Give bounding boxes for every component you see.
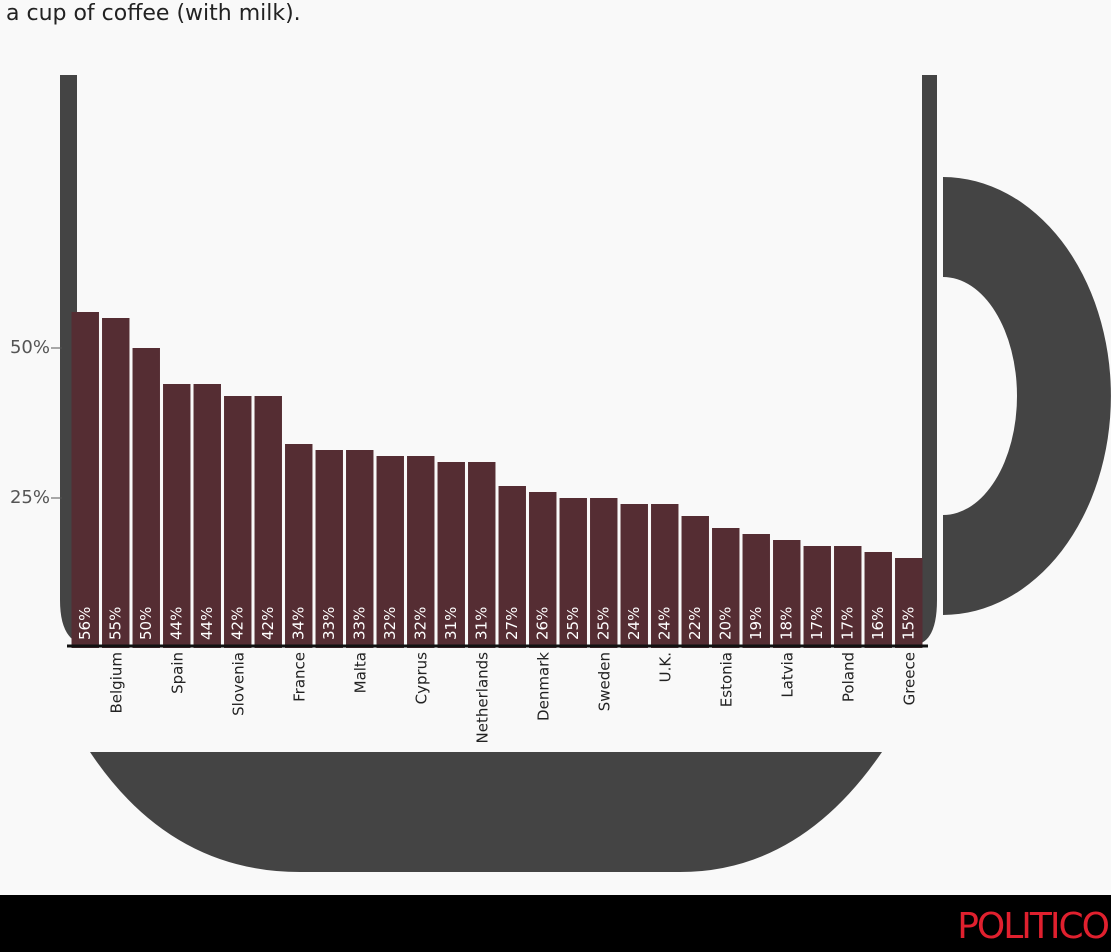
x-tick-label: Cyprus	[412, 652, 430, 705]
value-label: 16%	[869, 607, 887, 640]
value-label: 22%	[686, 607, 704, 640]
value-label: 33%	[350, 607, 368, 640]
bar	[407, 456, 435, 648]
x-tick-label: Sweden	[595, 652, 613, 711]
bar	[864, 552, 892, 648]
value-label: 50%	[137, 607, 155, 640]
cup-handle	[943, 177, 1111, 615]
bar	[346, 450, 374, 648]
value-label: 55%	[106, 607, 124, 640]
bar	[834, 546, 862, 648]
bar	[376, 456, 404, 648]
x-tick-label: Estonia	[717, 652, 735, 707]
value-label: 31%	[472, 607, 490, 640]
bar	[71, 312, 99, 648]
value-label: 17%	[838, 607, 856, 640]
bar	[590, 498, 618, 648]
bar	[773, 540, 801, 648]
x-tick-label: Netherlands	[473, 652, 491, 744]
value-label: 26%	[533, 607, 551, 640]
bar	[468, 462, 496, 648]
value-label: 20%	[716, 607, 734, 640]
value-label: 31%	[442, 607, 460, 640]
bar	[193, 384, 221, 648]
bar	[315, 450, 343, 648]
value-label: 25%	[594, 607, 612, 640]
bar	[651, 504, 679, 648]
value-label: 42%	[228, 607, 246, 640]
bar	[529, 492, 557, 648]
bar	[559, 498, 587, 648]
bar	[620, 504, 648, 648]
bar	[254, 396, 282, 648]
bar	[285, 444, 313, 648]
value-label: 17%	[808, 607, 826, 640]
x-tick-label: Greece	[900, 652, 918, 705]
bar	[132, 348, 160, 648]
x-tick-label: Denmark	[534, 652, 552, 721]
x-tick-label: Latvia	[778, 652, 796, 698]
value-label: 42%	[259, 607, 277, 640]
x-tick-label: U.K.	[656, 652, 674, 682]
value-label: 24%	[655, 607, 673, 640]
saucer	[90, 752, 882, 872]
bar	[681, 516, 709, 648]
value-label: 33%	[320, 607, 338, 640]
value-label: 25%	[564, 607, 582, 640]
bar	[803, 546, 831, 648]
bar	[163, 384, 191, 648]
value-label: 44%	[198, 607, 216, 640]
cup-right-wall	[912, 75, 937, 645]
bar	[742, 534, 770, 648]
bar	[437, 462, 465, 648]
x-tick-label: France	[290, 652, 308, 702]
bar	[498, 486, 526, 648]
x-tick-label: Spain	[168, 652, 186, 694]
value-label: 24%	[625, 607, 643, 640]
value-label: 18%	[777, 607, 795, 640]
y-tick-label: 25%	[10, 487, 50, 508]
x-tick-label: Malta	[351, 652, 369, 693]
value-label: 32%	[381, 607, 399, 640]
x-tick-label: Poland	[839, 652, 857, 702]
footer	[0, 895, 1111, 952]
bar	[895, 558, 923, 648]
bar	[102, 318, 130, 648]
bar	[224, 396, 252, 648]
value-label: 34%	[289, 607, 307, 640]
x-tick-label: Belgium	[107, 652, 125, 714]
value-label: 32%	[411, 607, 429, 640]
y-tick-label: 50%	[10, 337, 50, 358]
chart-title: a cup of coffee (with milk).	[6, 1, 301, 26]
value-label: 19%	[747, 607, 765, 640]
brand-logo: POLITICO	[957, 906, 1108, 947]
value-label: 56%	[76, 607, 94, 640]
value-label: 44%	[167, 607, 185, 640]
value-label: 27%	[503, 607, 521, 640]
x-tick-label: Slovenia	[229, 652, 247, 716]
value-label: 15%	[899, 607, 917, 640]
bar	[712, 528, 740, 648]
